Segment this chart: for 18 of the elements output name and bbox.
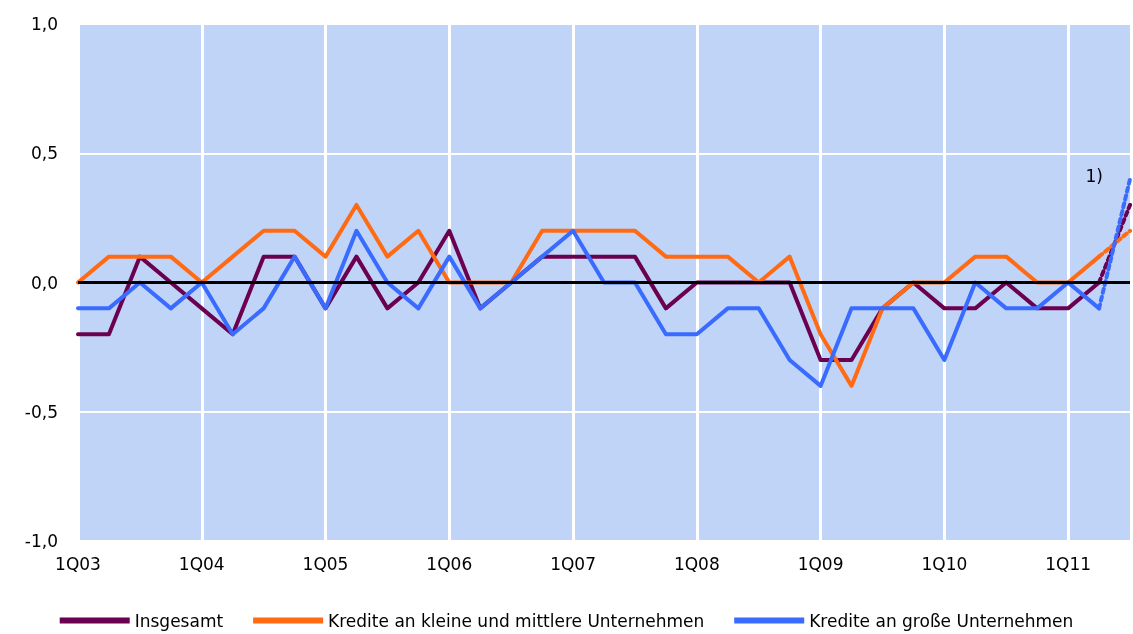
x-tick-label: 1Q03 — [55, 553, 101, 574]
x-tick-label: 1Q04 — [178, 553, 225, 574]
y-tick-label: 1,0 — [30, 14, 58, 34]
x-tick-label: 1Q08 — [673, 553, 720, 574]
x-tick-label: 1Q11 — [1045, 553, 1092, 574]
x-tick-label: 1Q09 — [797, 553, 844, 574]
annotation: 1) — [1085, 165, 1103, 186]
legend-label: Insgesamt — [134, 610, 224, 631]
x-tick-label: 1Q06 — [426, 553, 473, 574]
x-tick-label: 1Q05 — [302, 553, 349, 574]
legend-label: Kredite an kleine und mittlere Unternehmen — [328, 610, 705, 631]
y-tick-label: 0,5 — [30, 143, 58, 164]
y-tick-label: -1,0 — [24, 531, 58, 551]
x-tick-label: 1Q10 — [921, 553, 968, 574]
legend-label: Kredite an große Unternehmen — [809, 610, 1074, 631]
y-tick-label: 0,0 — [30, 272, 58, 293]
x-tick-label: 1Q07 — [550, 553, 596, 574]
y-tick-label: -0,5 — [24, 401, 58, 422]
